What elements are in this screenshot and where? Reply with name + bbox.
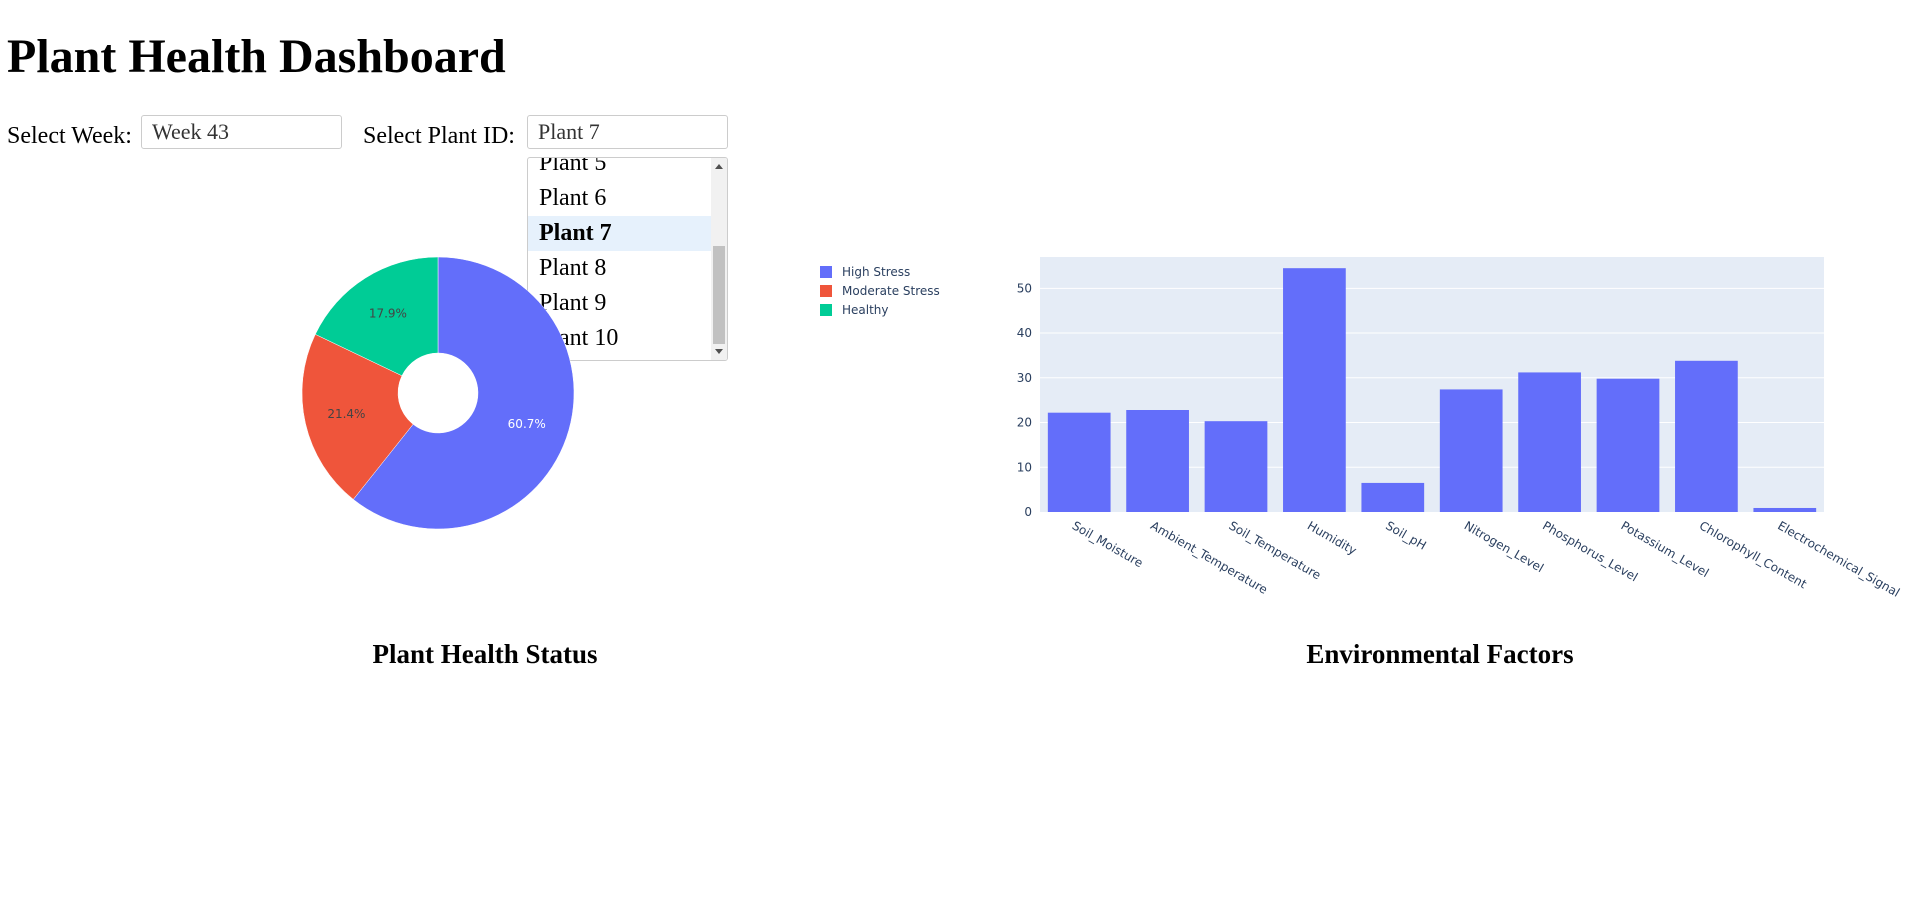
legend-item-label[interactable]: High Stress [842, 265, 910, 279]
legend-swatch[interactable] [820, 304, 832, 316]
pie-chart-title: Plant Health Status [372, 639, 598, 669]
menu-scrollbar[interactable] [711, 158, 727, 360]
x-tick-label: Electrochemical_Signal [1775, 518, 1902, 599]
y-tick-label: 30 [1017, 371, 1032, 385]
pie-slice-high-stress[interactable] [352, 256, 575, 530]
y-tick-label: 10 [1017, 460, 1032, 474]
bar[interactable] [1518, 372, 1581, 512]
legend-swatch[interactable] [820, 266, 832, 278]
legend-item-label[interactable]: Healthy [842, 303, 889, 317]
scrollbar-thumb[interactable] [713, 246, 725, 344]
pie-slice-label: 60.7% [508, 417, 546, 431]
scroll-up-arrow-icon[interactable] [715, 164, 723, 169]
plant-option[interactable]: Plant 9 [539, 290, 607, 316]
pie-slice-label: 21.4% [327, 407, 365, 421]
bar-chart-title: Environmental Factors [1306, 639, 1574, 669]
legend-swatch[interactable] [820, 285, 832, 297]
bar[interactable] [1596, 378, 1660, 512]
y-tick-label: 20 [1017, 416, 1032, 430]
x-tick-label: Soil_Moisture [1070, 518, 1146, 570]
x-tick-label: Nitrogen_Level [1462, 518, 1546, 575]
plant-id-dropdown[interactable]: Plant 7 [527, 115, 728, 149]
bar[interactable] [1047, 412, 1111, 512]
y-tick-label: 50 [1017, 281, 1032, 295]
y-tick-label: 40 [1017, 326, 1032, 340]
scroll-down-arrow-icon[interactable] [715, 349, 723, 354]
bar[interactable] [1204, 421, 1268, 512]
plant-id-menu[interactable]: Plant 5 Plant 6 Plant 7 Plant 8 Plant 9 Plant… [527, 157, 728, 361]
bar[interactable] [1439, 389, 1503, 512]
bar[interactable] [1675, 360, 1738, 512]
plant-option[interactable]: Plant 5 [539, 157, 607, 176]
bar[interactable] [1126, 410, 1189, 512]
legend-item-label[interactable]: Moderate Stress [842, 284, 940, 298]
x-tick-label: Humidity [1305, 518, 1359, 557]
week-dropdown-value: Week 43 [152, 119, 230, 144]
plant-id-dropdown-value: Plant 7 [538, 119, 600, 144]
week-label: Select Week: [7, 123, 132, 149]
plant-id-label: Select Plant ID: [363, 123, 515, 149]
plant-option[interactable]: Plant 8 [539, 255, 607, 281]
health-status-pie-chart: 60.7% 21.4% 17.9% High Stress Moderate Stre… [301, 256, 940, 530]
pie-slice-healthy[interactable] [314, 256, 439, 377]
page-title: Plant Health Dashboard [7, 30, 506, 83]
bar[interactable] [1753, 507, 1817, 512]
plant-option[interactable]: Plant 7 [528, 216, 711, 251]
x-tick-label: Soil_pH [1383, 518, 1428, 552]
bar[interactable] [1361, 482, 1425, 512]
plant-option[interactable]: Plant 6 [539, 185, 607, 211]
pie-slice-label: 17.9% [369, 306, 407, 320]
y-tick-label: 0 [1024, 505, 1032, 519]
bar[interactable] [1283, 268, 1346, 512]
pie-slice-moderate-stress[interactable] [301, 333, 414, 500]
week-dropdown[interactable]: Week 43 [141, 115, 342, 149]
